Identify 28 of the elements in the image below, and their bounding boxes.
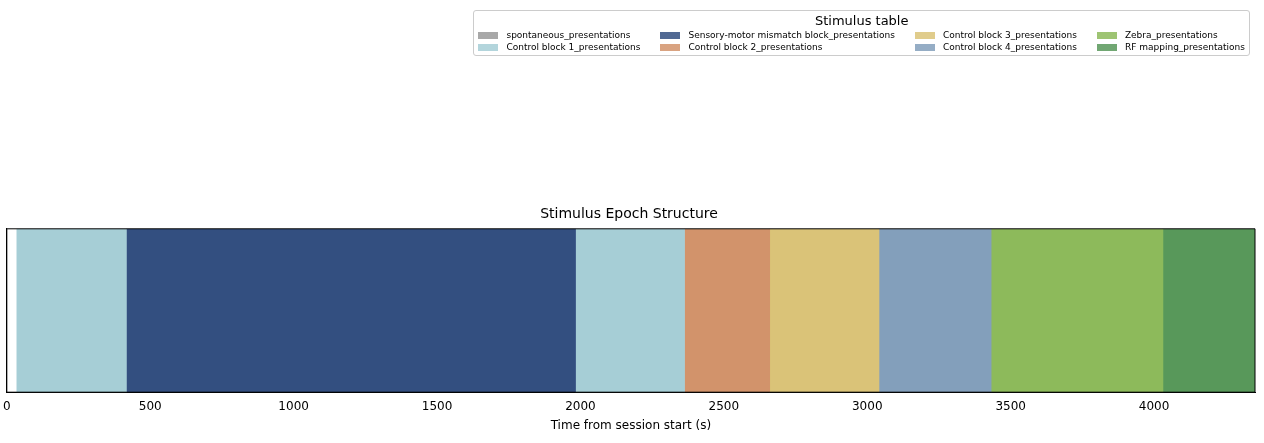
bar (575, 228, 685, 393)
bar (769, 228, 880, 393)
x-tick-label: 1000 (278, 398, 309, 413)
x-tick-label: 500 (138, 398, 162, 413)
legend-label: RF mapping_presentations (1124, 42, 1245, 52)
legend-label: spontaneous_presentations (506, 30, 631, 40)
x-tick-label: 2000 (565, 398, 596, 413)
bar (1162, 228, 1255, 393)
legend-title: Stimulus table (813, 13, 910, 28)
x-axis-title: Time from session start (s) (549, 417, 712, 432)
x-tick-label: 3000 (851, 398, 883, 413)
legend-label: Control block 1_presentations (506, 42, 641, 52)
legend-label: Control block 4_presentations (942, 42, 1077, 52)
x-tick-label: 0 (3, 398, 11, 413)
legend-label: Control block 2_presentations (688, 42, 823, 52)
legend-label: Zebra_presentations (1124, 30, 1218, 40)
bar (878, 228, 992, 393)
bar (16, 228, 127, 393)
bar (684, 228, 771, 393)
bar (126, 228, 576, 393)
x-tick-label: 3500 (995, 398, 1026, 413)
legend-label: Sensory-motor mismatch block_presentations (688, 30, 895, 40)
x-tick-label: 1500 (421, 398, 453, 413)
chart-title: Stimulus Epoch Structure (540, 205, 718, 222)
x-tick-label: 4000 (1138, 398, 1170, 413)
legend-label: Control block 3_presentations (942, 30, 1077, 40)
bar (990, 228, 1164, 393)
x-tick-label: 2500 (708, 398, 740, 413)
